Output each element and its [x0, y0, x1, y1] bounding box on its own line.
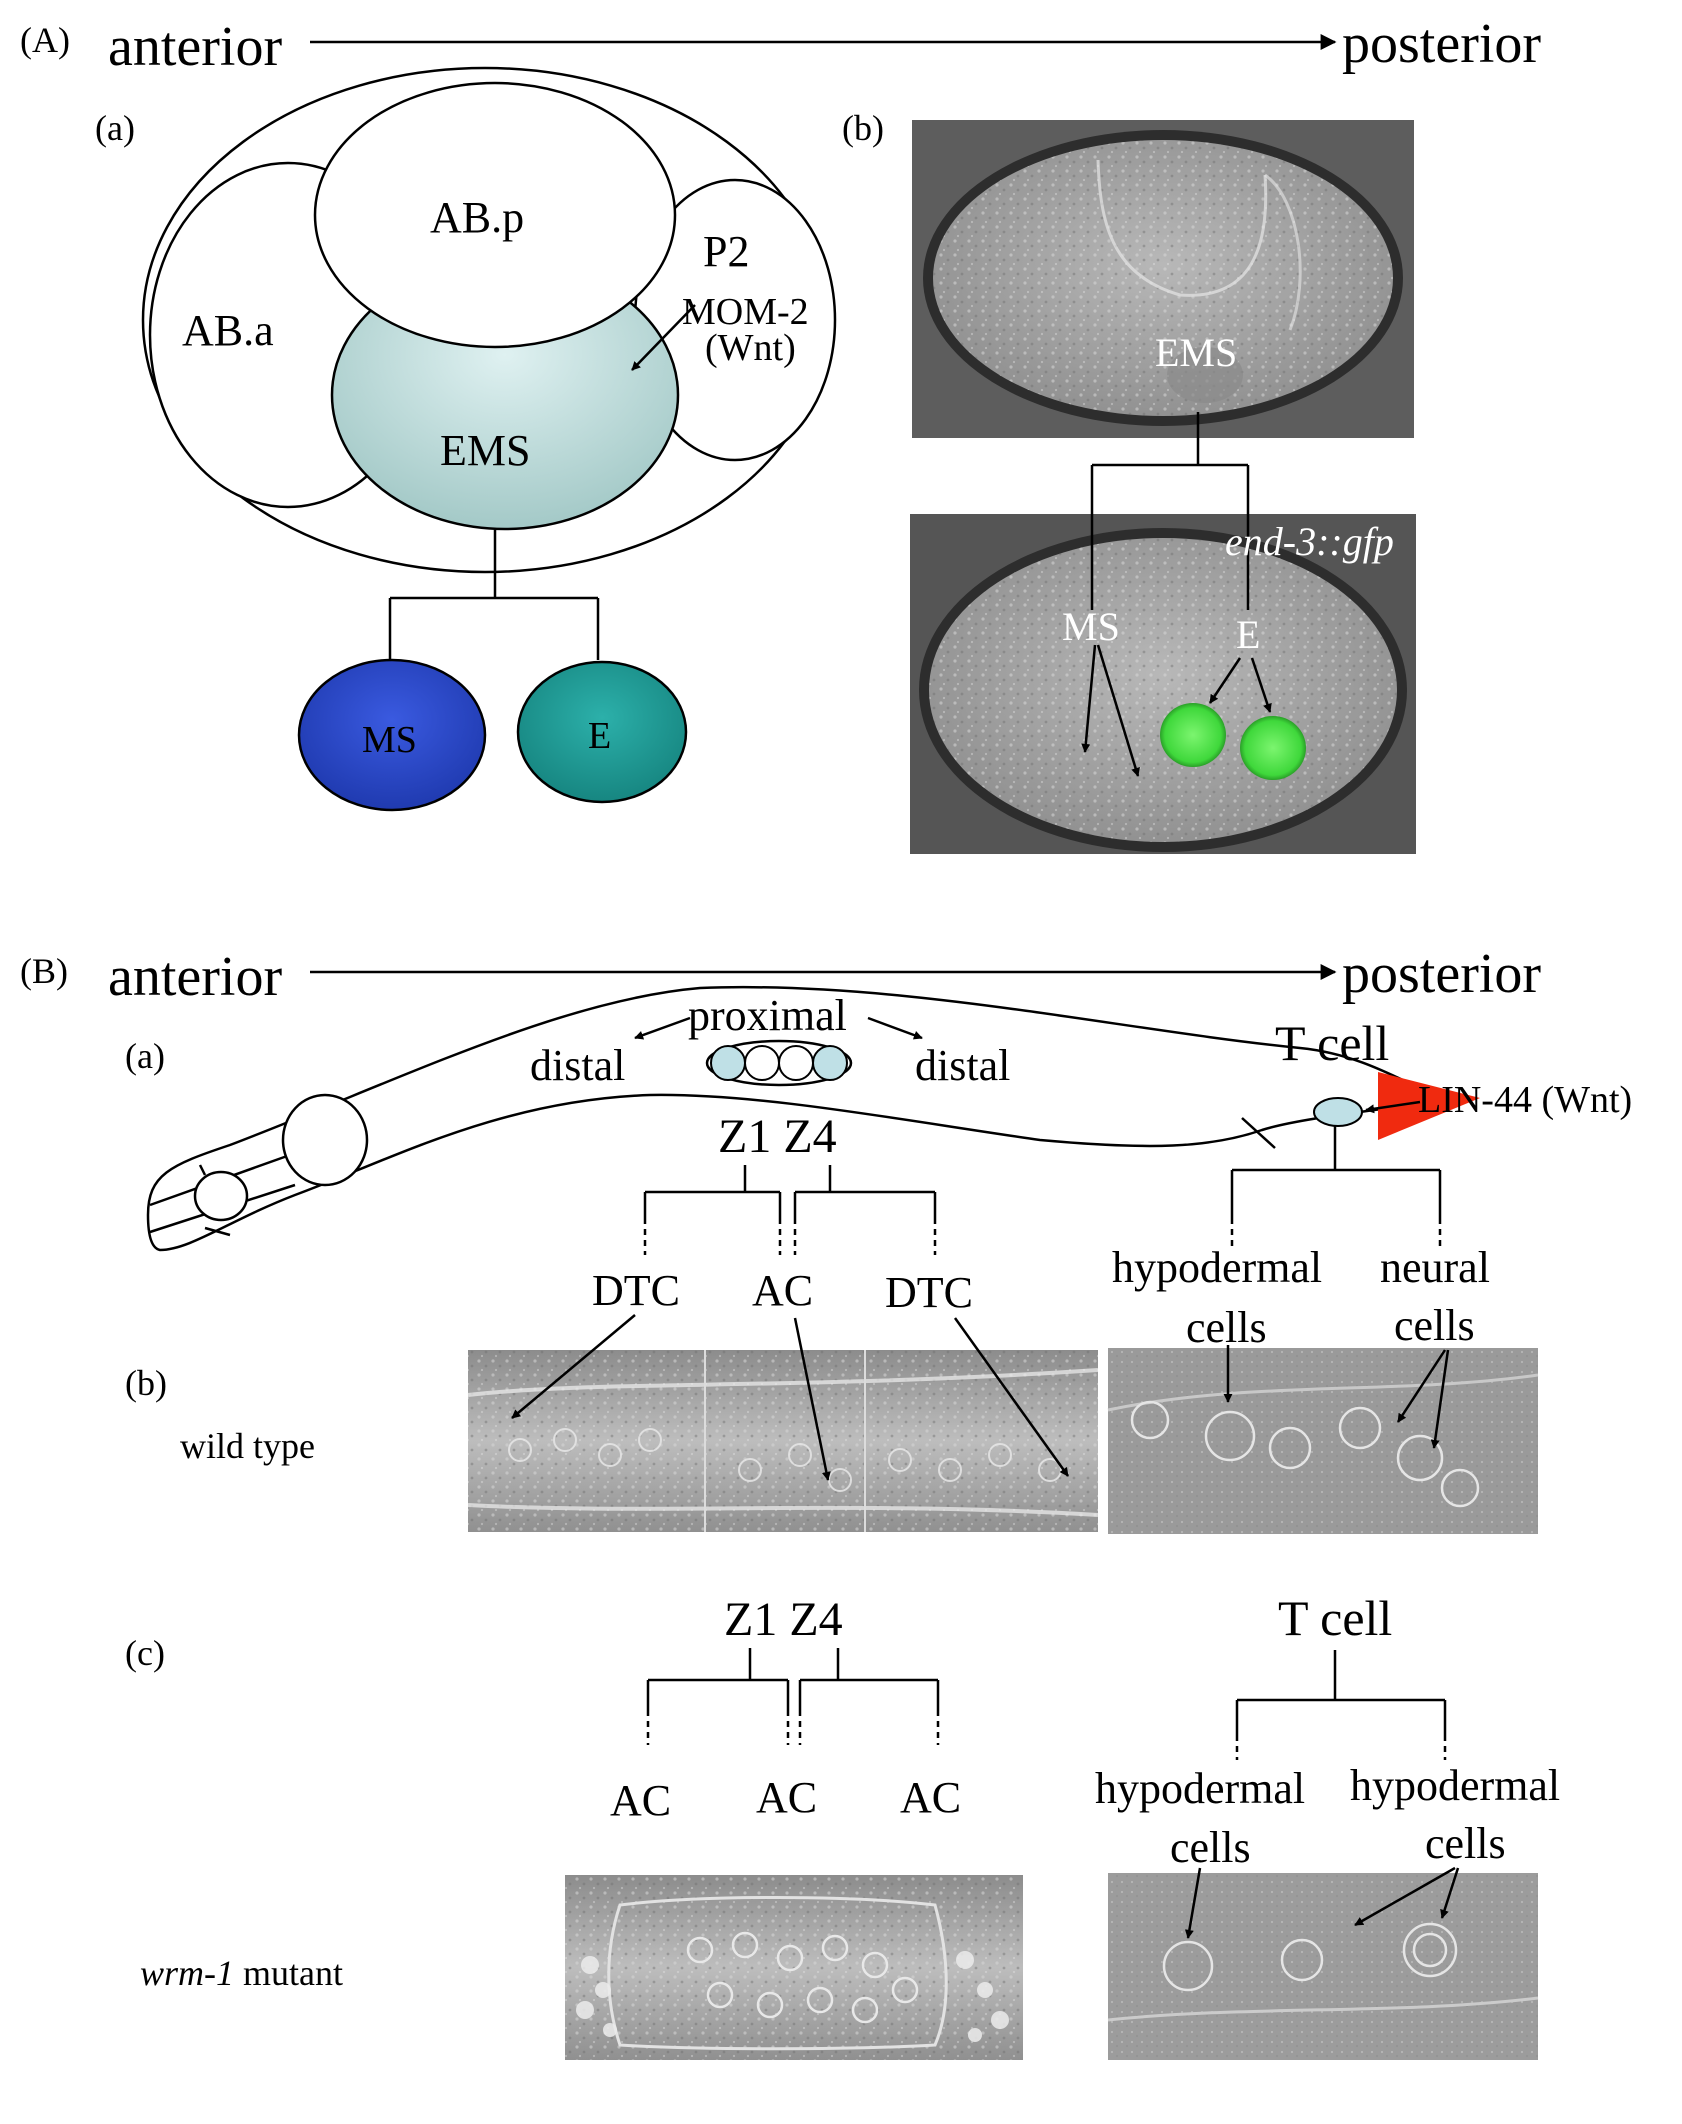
- lin44-source: [1378, 1072, 1480, 1140]
- panel-label-b: (B): [20, 951, 68, 991]
- label-mom2: MOM-2: [682, 291, 809, 333]
- label-distal-right: distal: [915, 1041, 1010, 1090]
- label-mut-ac-3: AC: [900, 1773, 961, 1822]
- label-mut-tcell: T cell: [1278, 1590, 1392, 1646]
- sub-label-bb: (b): [125, 1363, 167, 1403]
- embryo-schematic: AB.p AB.a P2 MOM-2 (Wnt) EMS MS E: [141, 66, 837, 812]
- micro-label-marker: end-3::gfp: [1225, 519, 1394, 564]
- sub-label-ba: (a): [125, 1036, 165, 1076]
- label-wt-hypo-1: hypodermal: [1112, 1243, 1322, 1292]
- micrograph-wt-gonad: [467, 1314, 1099, 1532]
- label-ems: EMS: [440, 426, 530, 475]
- micrograph-ems: EMS: [912, 120, 1414, 438]
- label-wt-dtc-left: DTC: [592, 1266, 680, 1315]
- cell-ms: [297, 658, 487, 812]
- micrograph-mut-tcell: [1107, 1866, 1539, 2060]
- label-abp: AB.p: [430, 193, 524, 242]
- mom2-arrow: [631, 304, 696, 371]
- micro-label-ems: EMS: [1155, 330, 1237, 375]
- micro-label-e: E: [1236, 612, 1260, 657]
- cell-abp: [313, 81, 677, 349]
- micro-lineage-top: [1090, 412, 1250, 516]
- label-wt-hypo-2: cells: [1186, 1303, 1267, 1352]
- sub-label-ab: (b): [842, 108, 884, 148]
- axis-posterior-a: posterior: [1342, 13, 1541, 75]
- label-wild-type: wild type: [180, 1426, 315, 1466]
- label-wt-dtc-right: DTC: [885, 1268, 973, 1317]
- gfp-cell-1: [1160, 703, 1226, 767]
- label-mut-ac-1: AC: [610, 1776, 671, 1825]
- worm-schematic: proximal distal distal T cell LIN-44 (Wn…: [146, 985, 1632, 1352]
- sub-label-bc: (c): [125, 1633, 165, 1673]
- mutant-suffix: mutant: [234, 1953, 343, 1993]
- axis-anterior-a: anterior: [108, 16, 282, 78]
- label-mut-hypo-left-2: cells: [1170, 1823, 1251, 1872]
- label-distal-left: distal: [530, 1041, 625, 1090]
- label-lin44: LIN-44 (Wnt): [1418, 1079, 1632, 1121]
- worm-body: [146, 985, 1450, 1252]
- axis-posterior-b: posterior: [1342, 943, 1541, 1005]
- label-mut-z1z4: Z1 Z4: [724, 1593, 843, 1646]
- tcell: [1313, 1097, 1363, 1127]
- lineage-ems: [388, 530, 600, 660]
- label-e: E: [588, 715, 611, 757]
- axis-anterior-b: anterior: [108, 946, 282, 1008]
- label-tcell: T cell: [1275, 1015, 1389, 1071]
- micrograph-wt-tcell: [1107, 1345, 1539, 1534]
- label-z1z4: Z1 Z4: [718, 1110, 837, 1163]
- label-wt-neural-1: neural: [1380, 1243, 1490, 1292]
- label-mut-hypo-left-1: hypodermal: [1095, 1764, 1305, 1813]
- label-aba: AB.a: [182, 306, 274, 355]
- micrograph-end3: end-3::gfp MS E: [910, 514, 1416, 854]
- label-proximal: proximal: [688, 991, 847, 1040]
- label-wnt-a: (Wnt): [705, 327, 796, 369]
- cell-e: [516, 660, 688, 804]
- label-ms: MS: [362, 719, 417, 761]
- label-mut-ac-2: AC: [756, 1773, 817, 1822]
- panel-label-a: (A): [20, 20, 70, 60]
- label-mut-hypo-right-2: cells: [1425, 1819, 1506, 1868]
- label-mut-hypo-right-1: hypodermal: [1350, 1761, 1560, 1810]
- sub-label-aa: (a): [95, 108, 135, 148]
- mutant-gene: wrm-1: [140, 1953, 234, 1993]
- label-mutant: wrm-1 mutant: [140, 1953, 343, 1993]
- label-wt-ac: AC: [752, 1266, 813, 1315]
- label-wt-neural-2: cells: [1394, 1301, 1475, 1350]
- micro-label-ms: MS: [1062, 604, 1120, 649]
- gfp-cell-2: [1240, 716, 1306, 780]
- micrograph-mut-gonad: [565, 1875, 1023, 2060]
- micro-lineage-bottom: [1090, 514, 1250, 610]
- label-p2: P2: [703, 227, 749, 276]
